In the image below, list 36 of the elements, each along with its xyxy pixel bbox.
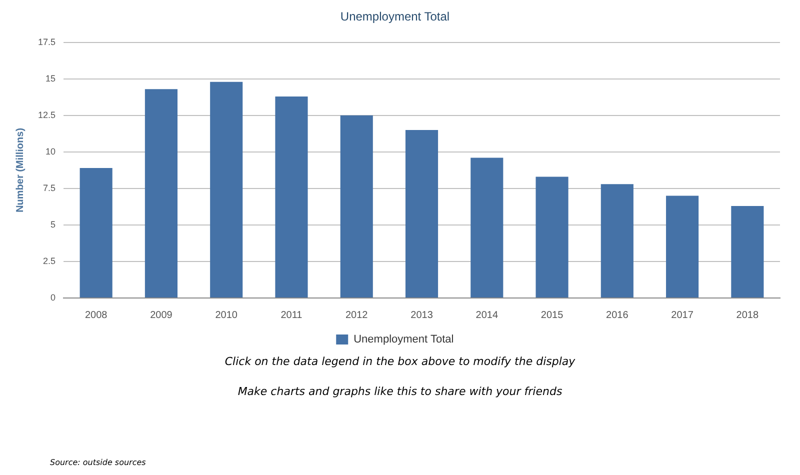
y-tick-label: 5 xyxy=(50,219,56,230)
source-note: Source: outside sources xyxy=(50,458,146,467)
x-tick-label: 2008 xyxy=(84,310,108,321)
y-axis-title: Number (Millions) xyxy=(14,128,26,212)
bar xyxy=(470,158,504,298)
x-tick-label: 2015 xyxy=(540,310,564,321)
y-tick-label: 17.5 xyxy=(38,36,56,47)
bar xyxy=(600,184,634,298)
y-tick-label: 10 xyxy=(46,146,56,156)
x-tick-label: 2018 xyxy=(736,310,759,321)
bar xyxy=(275,96,308,298)
x-tick-label: 2013 xyxy=(410,310,434,321)
bar xyxy=(731,206,764,298)
y-tick-label: 2.5 xyxy=(43,256,56,266)
y-tick-label: 7.5 xyxy=(43,182,56,193)
x-tick-label: 2016 xyxy=(606,310,629,321)
bar xyxy=(210,82,243,298)
x-tick-label: 2012 xyxy=(346,310,368,321)
x-tick-label: 2011 xyxy=(280,310,303,321)
bar xyxy=(144,89,178,298)
legend-label: Unemployment Total xyxy=(354,334,454,346)
y-tick-label: 0 xyxy=(50,292,56,302)
x-tick-label: 2010 xyxy=(215,310,238,321)
x-tick-label: 2017 xyxy=(671,310,694,321)
x-tick-label: 2014 xyxy=(476,310,498,321)
bar xyxy=(405,130,438,298)
bar xyxy=(666,196,699,298)
bar xyxy=(536,176,568,298)
x-tick-label: 2009 xyxy=(150,310,173,321)
bar xyxy=(80,168,112,298)
text: Make charts and graphs like this to share with your friends xyxy=(236,385,564,398)
bar xyxy=(340,115,373,298)
y-tick-label: 12.5 xyxy=(38,110,56,120)
text: Click on the data legend in the box above to modify the display xyxy=(224,355,576,368)
chart-title: Unemployment Total xyxy=(340,10,450,24)
y-tick-label: 15 xyxy=(46,73,56,84)
